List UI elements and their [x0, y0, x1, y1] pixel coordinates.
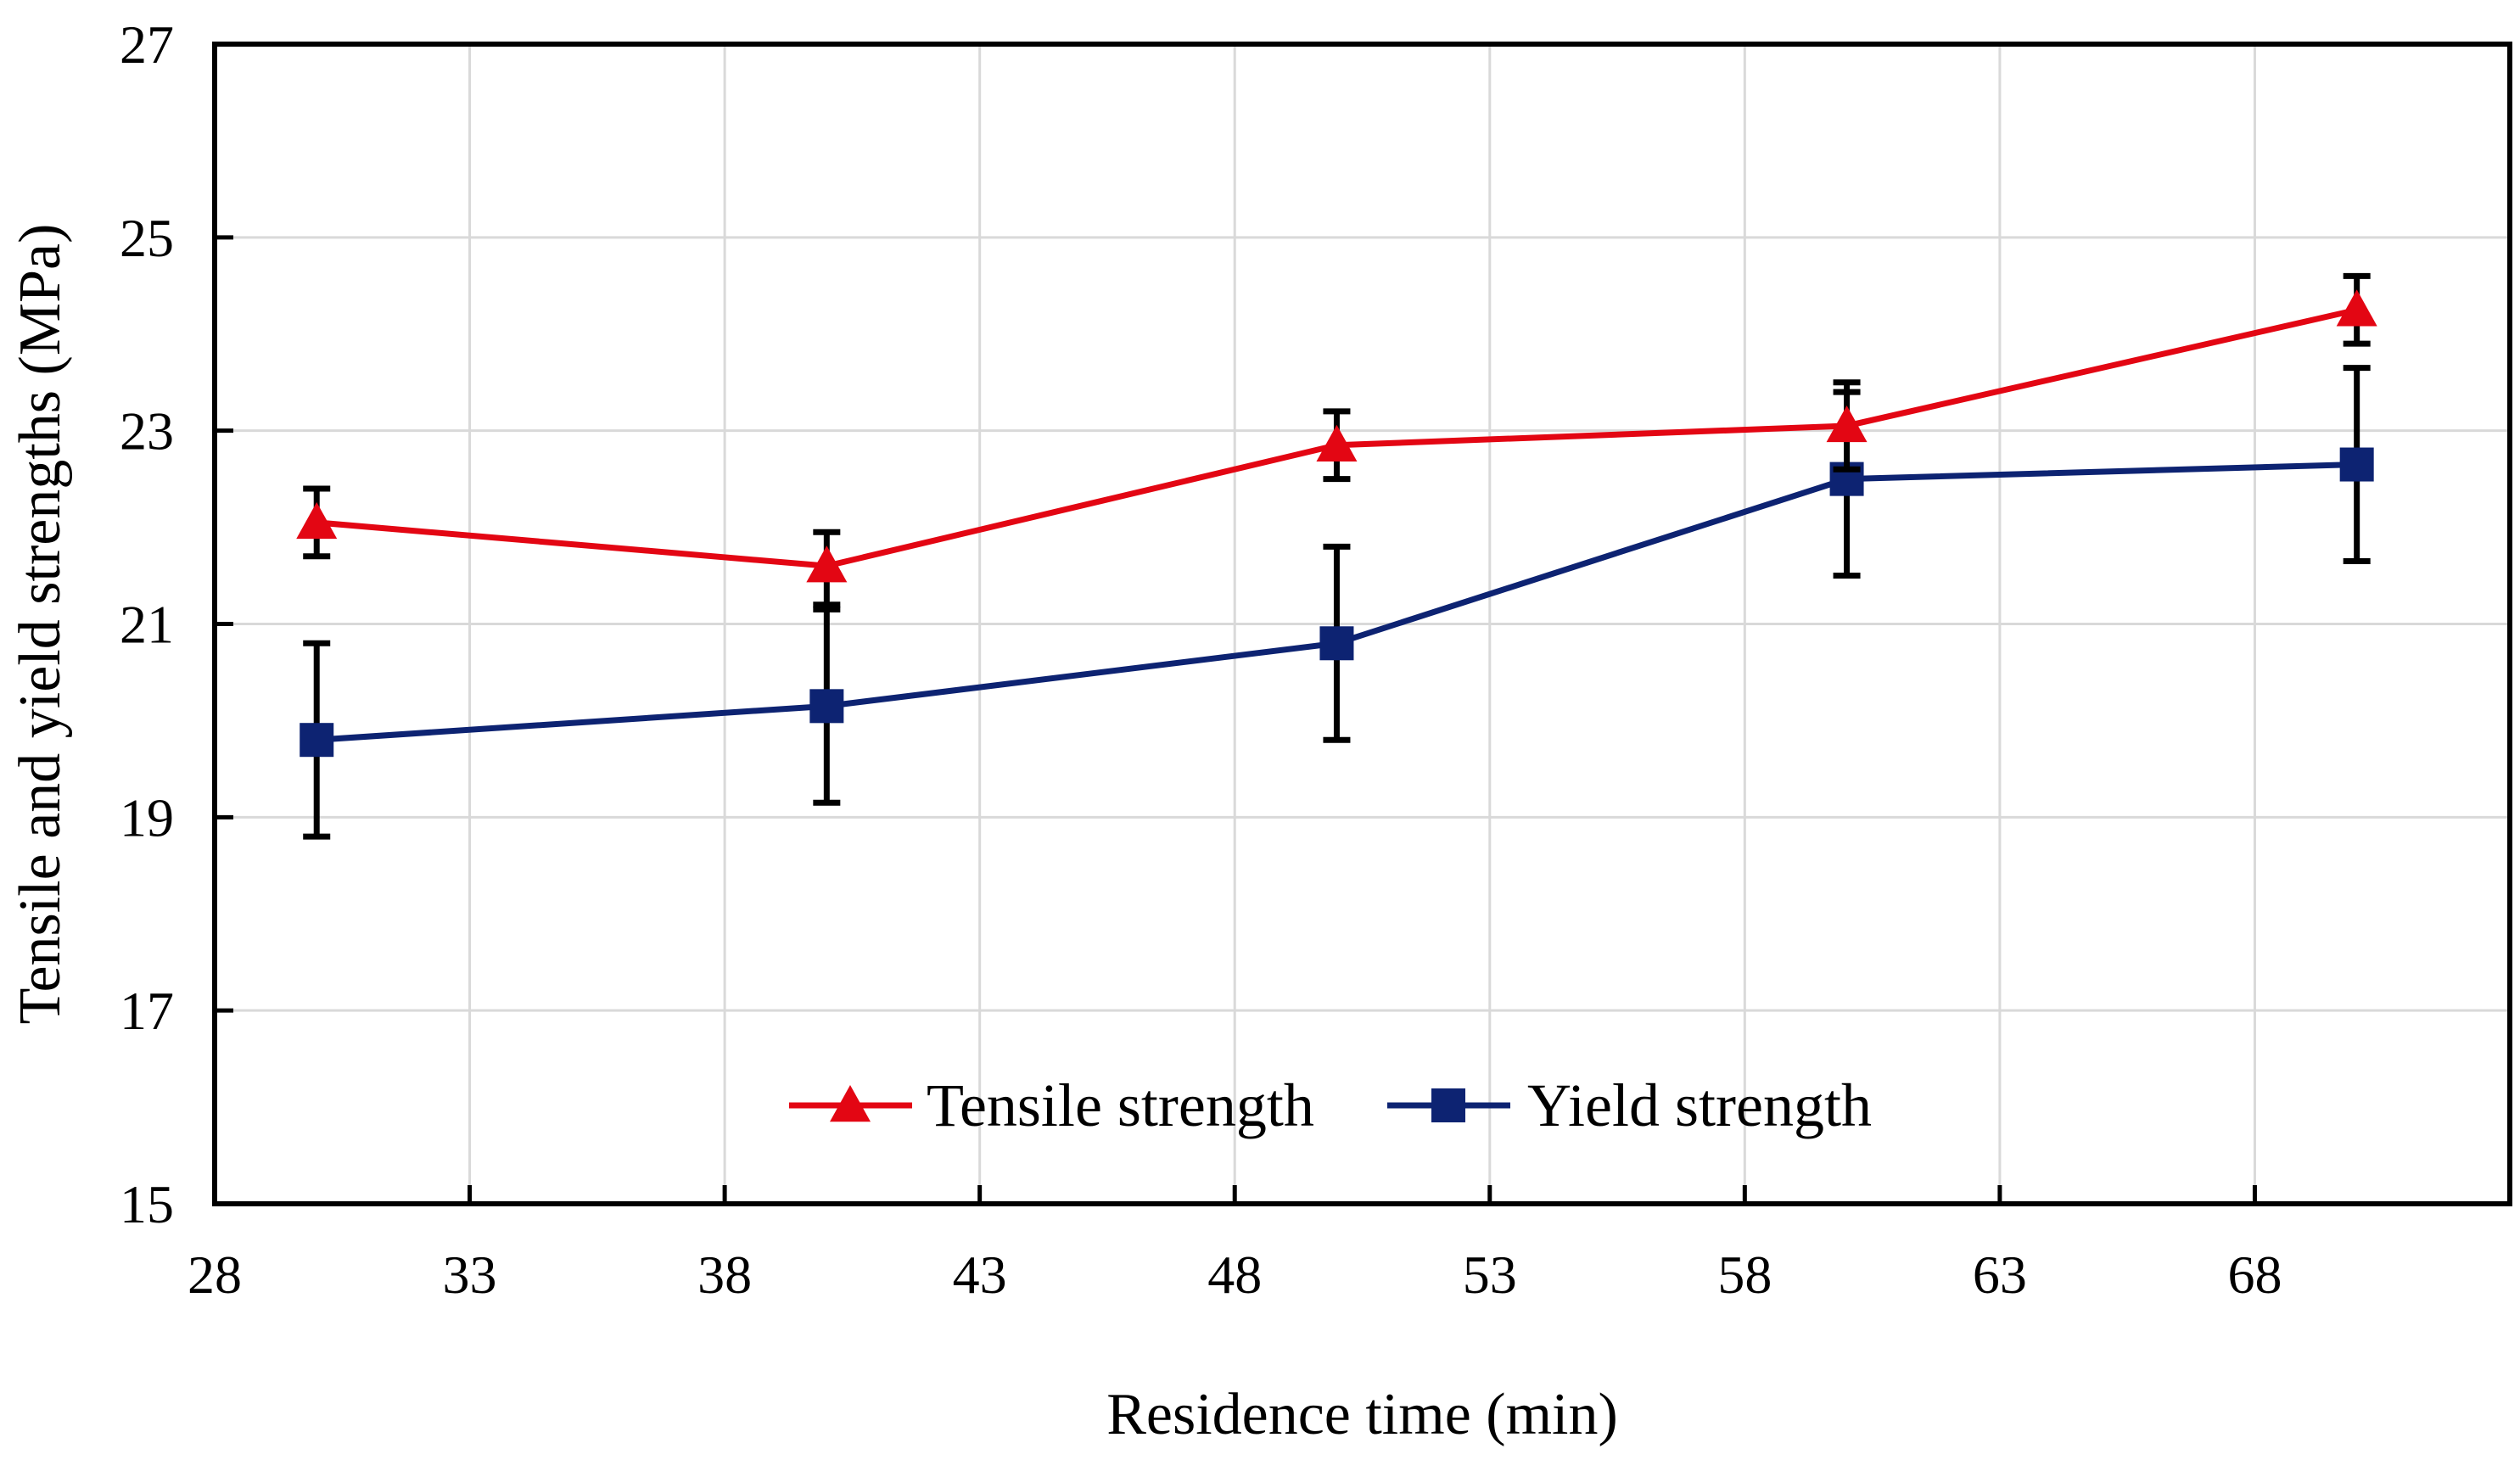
y-tick-label: 25 [120, 208, 174, 268]
data-point [2339, 447, 2374, 482]
legend-marker [1431, 1088, 1465, 1122]
series-layer [296, 272, 2377, 840]
x-tick-label: 68 [2227, 1245, 2282, 1305]
data-point [296, 501, 338, 540]
data-point [1319, 626, 1354, 661]
y-tick-label: 21 [120, 595, 174, 655]
y-tick-label: 19 [120, 787, 174, 847]
y-tick-label: 17 [120, 981, 174, 1041]
legend-label: Tensile strength [927, 1071, 1314, 1139]
x-tick-label: 53 [1463, 1245, 1517, 1305]
legend-item-yield-strength: Yield strength [1387, 1071, 1872, 1139]
x-tick-label: 28 [188, 1245, 242, 1305]
series-tensile-strength [296, 272, 2377, 613]
legend: Tensile strength Yield strength [789, 1071, 1872, 1139]
x-tick-label: 43 [953, 1245, 1007, 1305]
x-tick-label: 33 [443, 1245, 497, 1305]
y-axis-title: Tensile and yield strengths (MPa) [8, 224, 73, 1025]
legend-label: Yield strength [1527, 1071, 1872, 1139]
legend-marker [830, 1085, 871, 1122]
horizontal-gridlines [215, 236, 2510, 1012]
x-tick-label: 63 [1973, 1245, 2027, 1305]
series-yield-strength [300, 365, 2374, 840]
data-point [2336, 289, 2377, 327]
tick-labels: 28 33 38 43 48 53 58 63 68 15 17 19 21 23 25 27 [120, 14, 2282, 1305]
y-tick-label: 15 [120, 1174, 174, 1234]
data-point [806, 545, 848, 583]
x-tick-label: 58 [1717, 1245, 1772, 1305]
data-point [809, 689, 844, 724]
data-point [1316, 424, 1358, 461]
x-tick-label: 48 [1207, 1245, 1262, 1305]
y-tick-label: 27 [120, 14, 174, 75]
data-point [300, 723, 334, 758]
x-tick-label: 38 [697, 1245, 752, 1305]
y-tick-label: 23 [120, 401, 174, 461]
legend-item-tensile-strength: Tensile strength [789, 1071, 1314, 1139]
axis-ticks [212, 42, 2257, 1206]
data-point [1826, 405, 1868, 443]
x-axis-title: Residence time (min) [1106, 1382, 1618, 1447]
